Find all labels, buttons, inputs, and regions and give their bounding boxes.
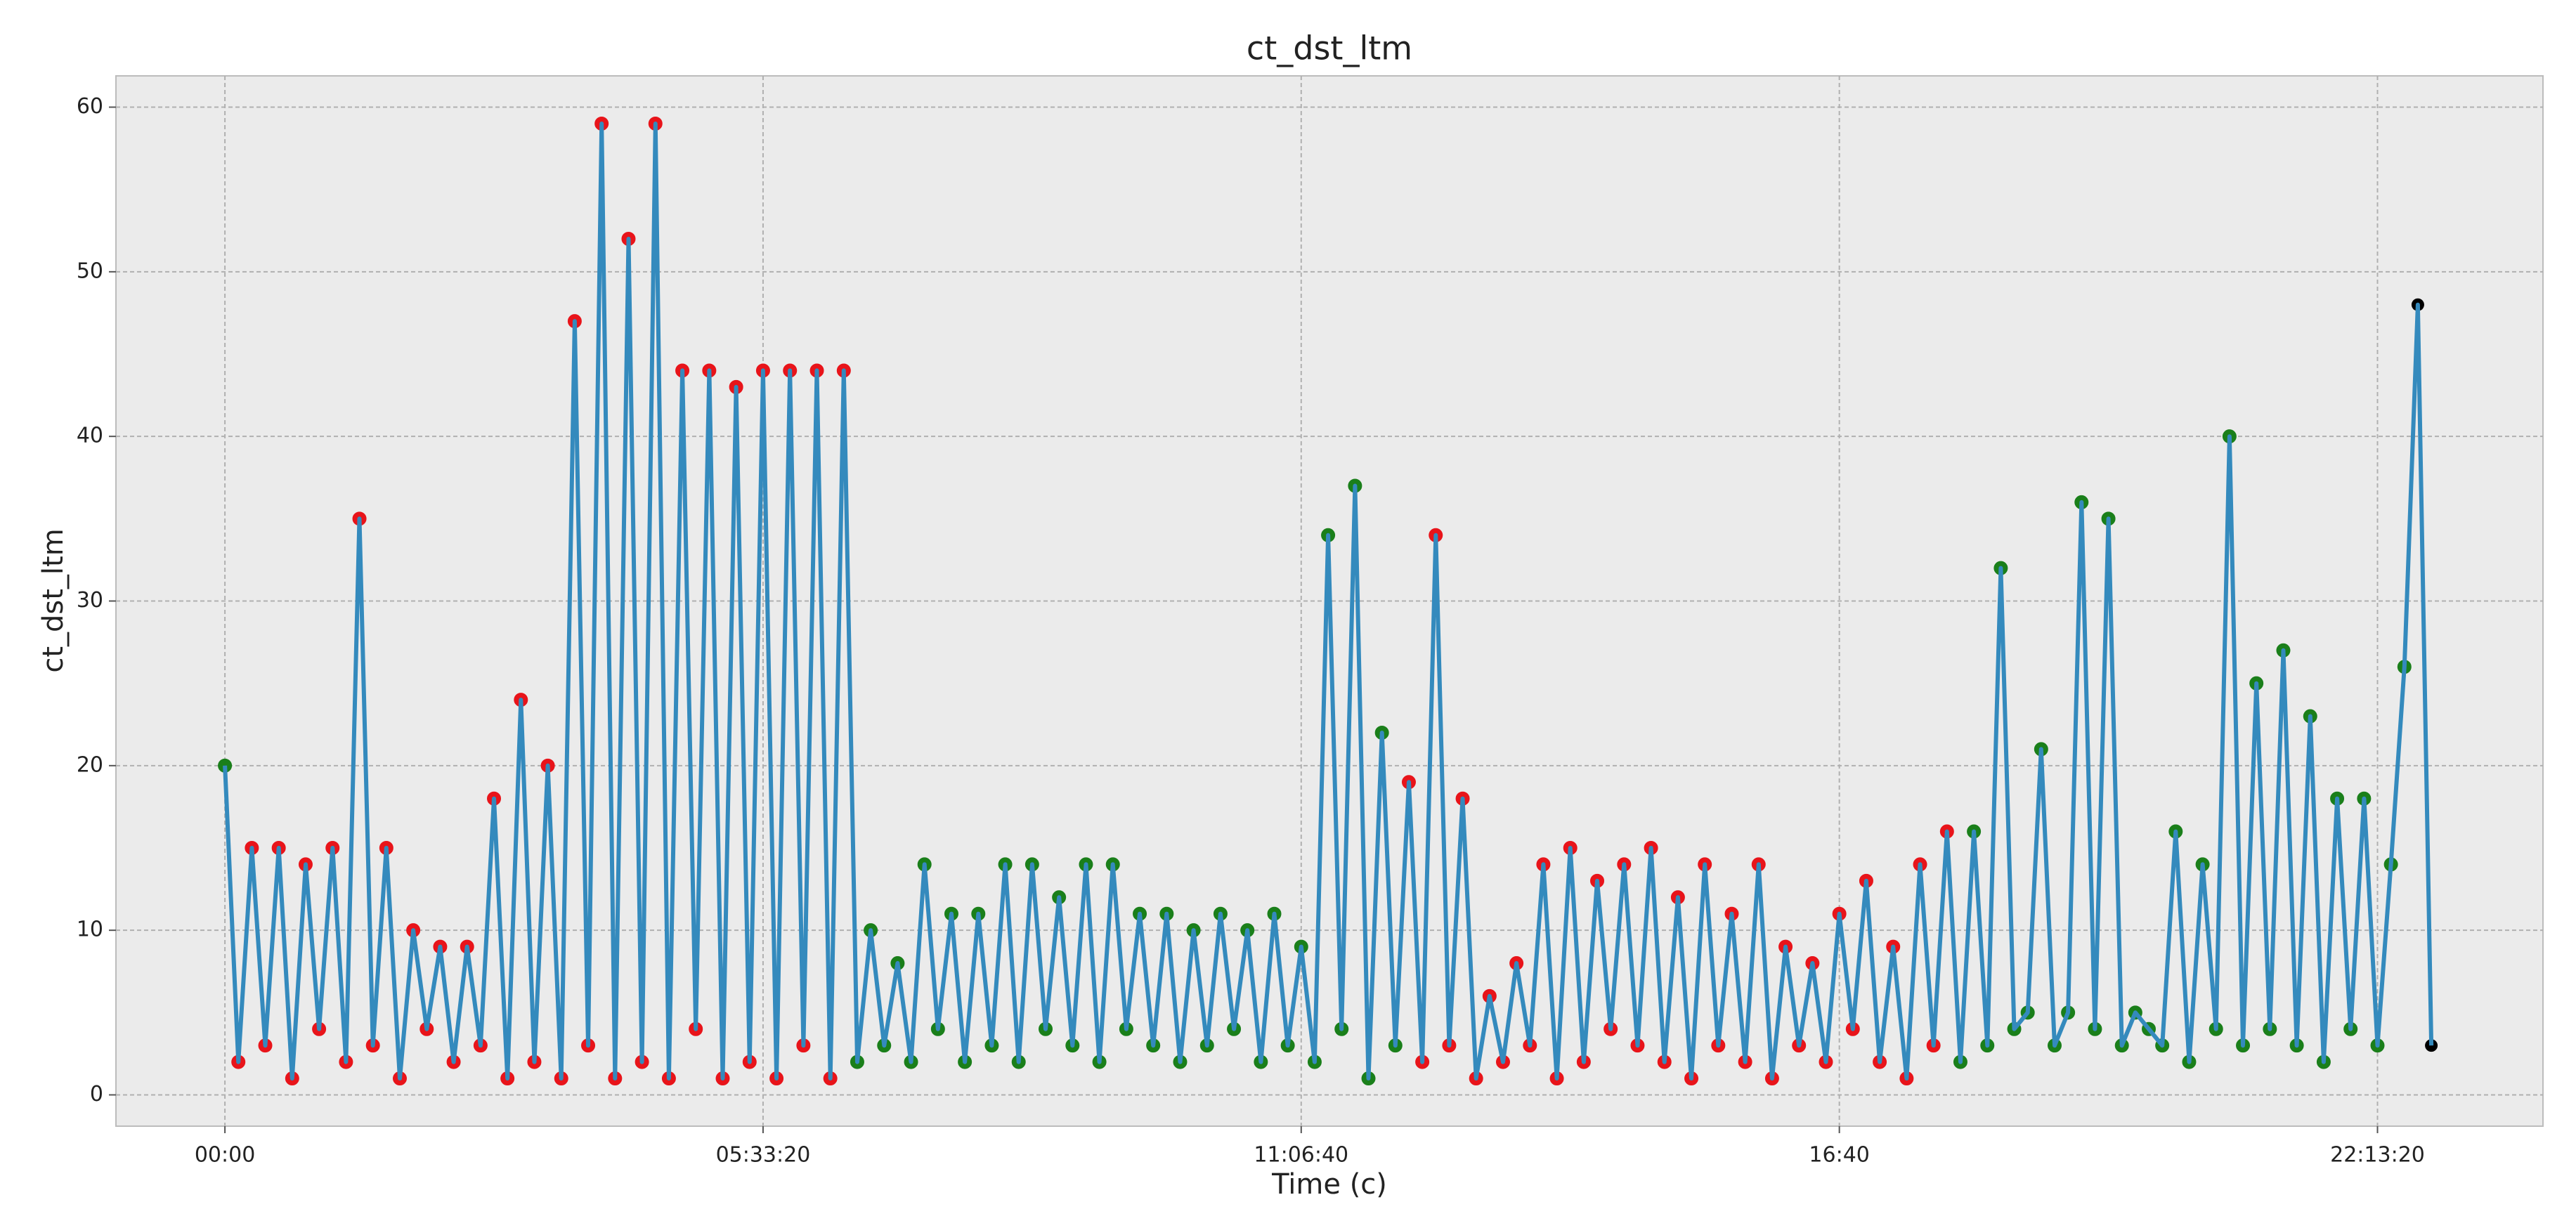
y-tick-label: 0	[90, 1082, 103, 1106]
y-tick-label: 60	[77, 94, 103, 119]
x-tick-label: 22:13:20	[2330, 1143, 2425, 1168]
y-tick-label: 20	[77, 752, 103, 777]
y-tick-label: 10	[77, 918, 103, 942]
y-axis-label: ct_dst_ltm	[37, 528, 70, 672]
x-tick-label: 00:00	[195, 1143, 255, 1168]
x-tick-label: 11:06:40	[1254, 1143, 1348, 1168]
marks	[218, 116, 2438, 1086]
y-tick-label: 30	[77, 588, 103, 613]
y-tick-label: 50	[77, 259, 103, 283]
y-tick-label: 40	[77, 424, 103, 448]
x-tick-label: 05:33:20	[716, 1143, 811, 1168]
x-axis-label: Time (c)	[1271, 1168, 1387, 1201]
series-line	[223, 122, 2434, 1080]
chart-title: ct_dst_ltm	[1247, 30, 1412, 67]
x-tick-label: 16:40	[1809, 1143, 1869, 1168]
